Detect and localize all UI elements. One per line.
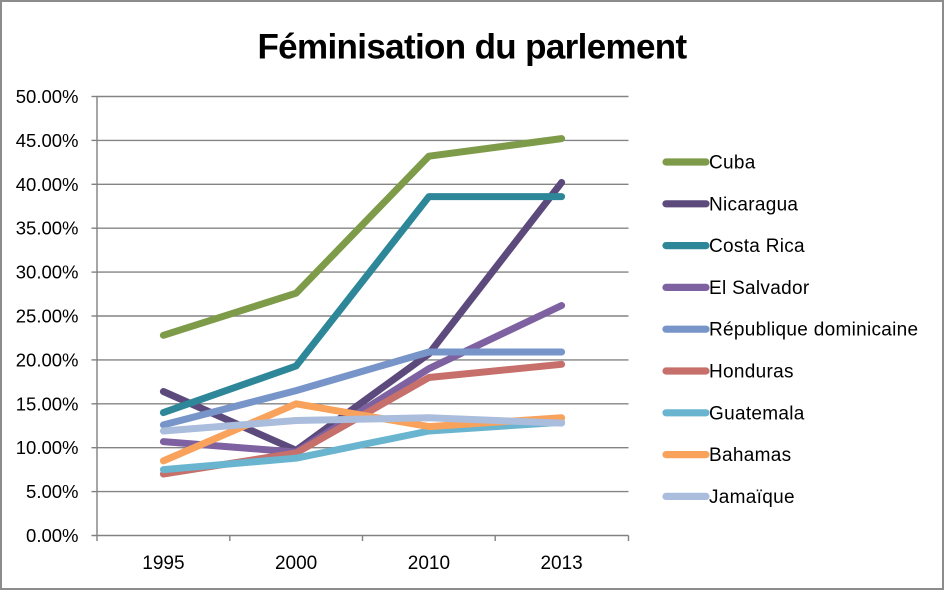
svg-text:45.00%: 45.00% [16,130,79,151]
svg-text:15.00%: 15.00% [16,393,79,414]
svg-text:Bahamas: Bahamas [709,445,791,466]
svg-text:République dominicaine: République dominicaine [709,320,918,341]
svg-text:Cuba: Cuba [709,153,756,174]
svg-text:35.00%: 35.00% [16,218,79,239]
svg-text:0.00%: 0.00% [26,525,78,546]
svg-text:2010: 2010 [408,553,450,574]
svg-text:Honduras: Honduras [709,362,794,383]
svg-text:2013: 2013 [540,553,582,574]
svg-text:2000: 2000 [275,553,317,574]
svg-text:Jamaïque: Jamaïque [709,487,795,508]
svg-text:20.00%: 20.00% [16,349,79,370]
svg-text:25.00%: 25.00% [16,306,79,327]
svg-text:Costa Rica: Costa Rica [709,236,805,257]
svg-text:40.00%: 40.00% [16,174,79,195]
svg-text:1995: 1995 [142,553,184,574]
svg-text:Nicaragua: Nicaragua [709,194,798,215]
svg-text:Guatemala: Guatemala [709,403,805,424]
svg-text:Féminisation du parlement: Féminisation du parlement [257,28,687,67]
svg-text:El Salvador: El Salvador [709,278,810,299]
svg-text:5.00%: 5.00% [26,481,78,502]
svg-text:10.00%: 10.00% [16,437,79,458]
svg-text:50.00%: 50.00% [16,86,79,107]
svg-text:30.00%: 30.00% [16,262,79,283]
